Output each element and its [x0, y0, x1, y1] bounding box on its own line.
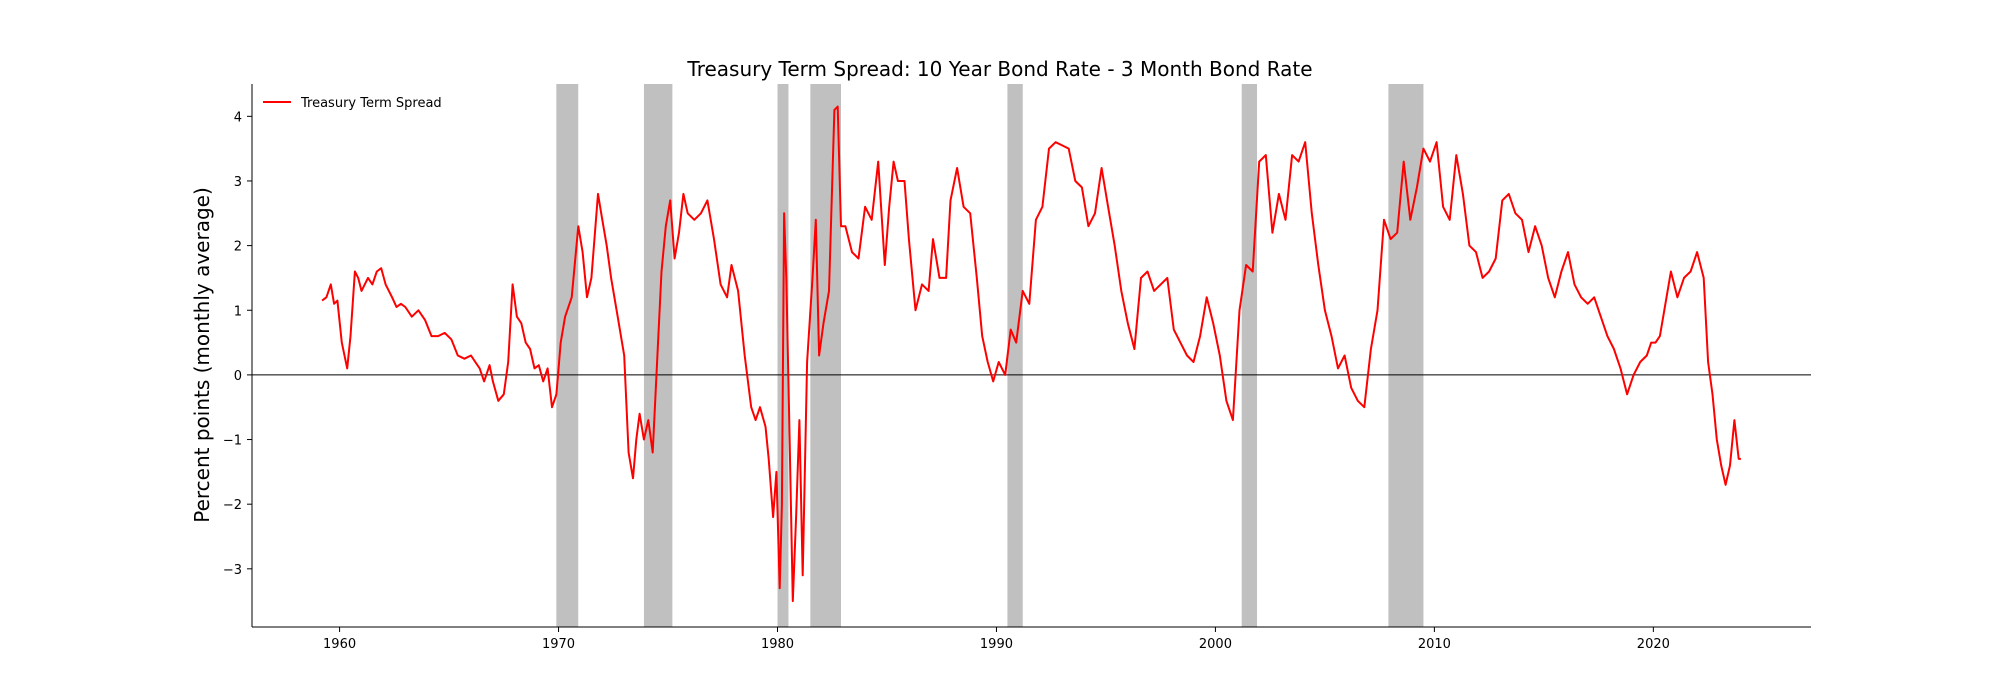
y-tick-label: −1 — [223, 434, 242, 449]
recession-band-1 — [556, 84, 579, 627]
series-layer — [321, 105, 1741, 603]
series-line-term-spread — [321, 105, 1741, 603]
legend-label: Treasury Term Spread — [300, 96, 442, 111]
y-axis-label: Percent points (monthly average) — [190, 187, 214, 523]
recession-band-7 — [1388, 84, 1424, 627]
recession-band-6 — [1241, 84, 1258, 627]
y-axis-ticks: −3 −2 −1 0 1 2 3 4 — [223, 110, 252, 578]
x-tick-label: 1970 — [542, 637, 575, 652]
y-tick-label: 4 — [234, 110, 242, 125]
recession-band-5 — [1007, 84, 1023, 627]
legend: Treasury Term Spread — [263, 96, 442, 111]
x-tick-label: 1960 — [323, 637, 356, 652]
x-tick-label: 2020 — [1637, 637, 1670, 652]
y-tick-label: 2 — [234, 240, 242, 255]
recession-bands — [556, 84, 1424, 627]
axes — [251, 84, 1811, 628]
x-axis-ticks: 1960 1970 1980 1990 2000 2010 2020 — [323, 627, 1670, 652]
x-tick-label: 2010 — [1418, 637, 1451, 652]
y-tick-label: −3 — [223, 563, 242, 578]
y-tick-label: 1 — [234, 304, 242, 319]
y-tick-label: −2 — [223, 498, 242, 513]
x-tick-label: 2000 — [1199, 637, 1232, 652]
y-tick-label: 0 — [234, 369, 242, 384]
y-tick-label: 3 — [234, 175, 242, 190]
recession-band-4 — [810, 84, 842, 627]
x-tick-label: 1990 — [980, 637, 1013, 652]
chart-title: Treasury Term Spread: 10 Year Bond Rate … — [686, 57, 1312, 81]
x-tick-label: 1980 — [761, 637, 794, 652]
